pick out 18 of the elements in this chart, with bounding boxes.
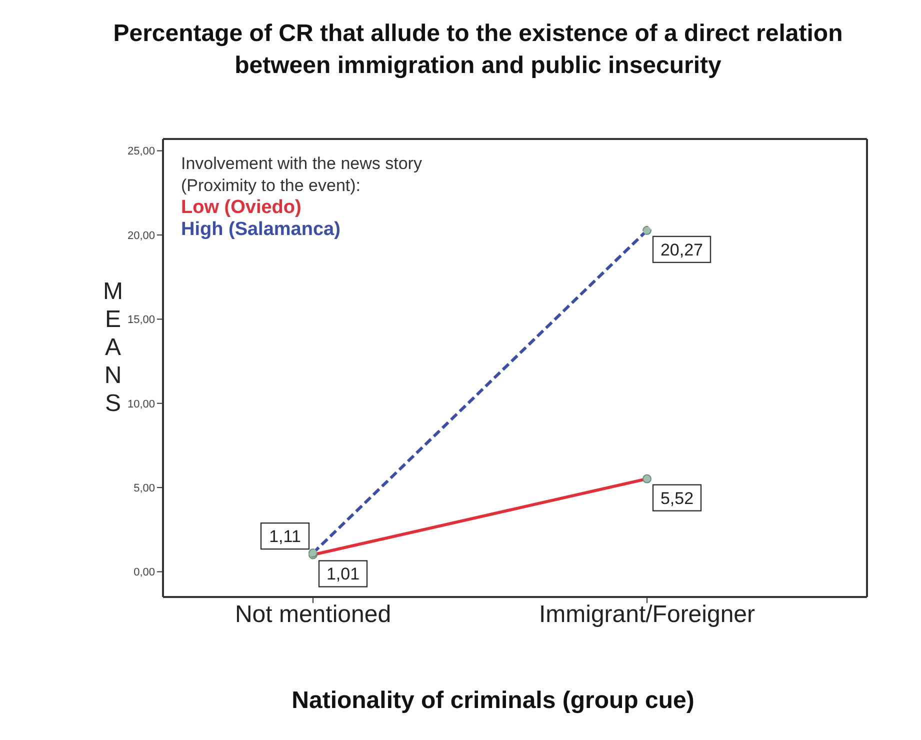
- data-label: 20,27: [660, 240, 704, 260]
- text: Low (Oviedo): [181, 197, 302, 219]
- y-tick-label: 5,00: [134, 482, 155, 494]
- x-axis-title: Nationality of criminals (group cue): [290, 687, 696, 715]
- y-tick-label: 20,00: [127, 230, 155, 242]
- chart-title: Percentage of CR that allude to the existence of a direct relation between immigration and public insecurity: [112, 19, 844, 81]
- legend-title: Involvement with the news story (Proximity to the event):: [181, 153, 423, 197]
- y-tick-label: 10,00: [127, 398, 155, 410]
- text: High (Salamanca): [181, 219, 342, 241]
- data-label: 1,11: [269, 527, 301, 546]
- y-tick-label: 15,00: [127, 314, 155, 326]
- data-label: 5,52: [660, 488, 694, 508]
- data-label: 1,01: [326, 564, 360, 584]
- y-tick-label: 0,00: [134, 566, 155, 579]
- y-axis-title: MEANS: [102, 278, 124, 418]
- x-tick-label: Not mentioned: [234, 601, 392, 628]
- x-tick-label: Immigrant/Foreigner: [538, 601, 756, 628]
- y-tick-label: 25,00: [127, 146, 155, 158]
